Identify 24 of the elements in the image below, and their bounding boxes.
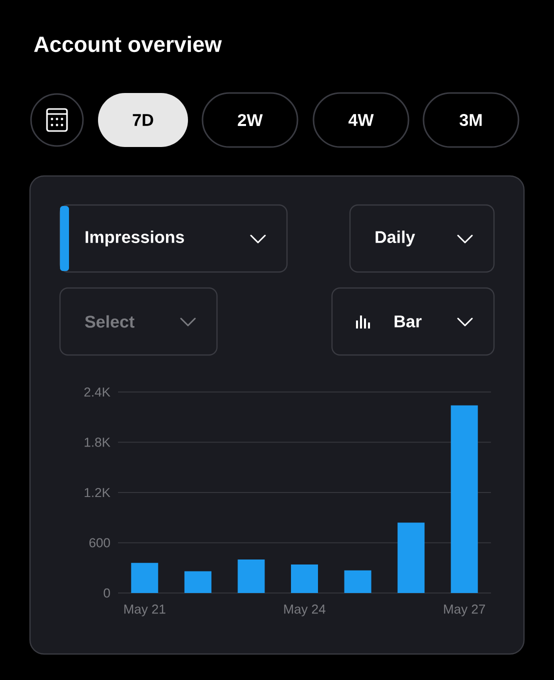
text: Daily [376,230,416,246]
y-tick-label: 1.2K [84,488,110,498]
bar [184,571,212,593]
bar [344,570,372,593]
bar [238,560,265,593]
text: 7D [132,114,154,126]
chart-title: Account overview [34,36,222,52]
text: Select [85,315,134,328]
text: 2W [238,114,263,126]
text: Bar [394,316,422,328]
x-tick-label: May 27 [444,604,485,616]
y-tick-label: 0 [104,588,110,598]
y-tick-label: 600 [89,538,110,548]
y-tick-label: 1.8K [84,438,110,447]
bar [131,562,158,593]
bar [290,564,318,593]
x-tick-label: May 21 [124,604,166,616]
x-tick-label: May 24 [284,604,326,616]
y-tick-label: 2.4K [84,387,110,397]
bar [450,405,478,593]
text: Impressions [86,230,184,246]
bar [398,522,425,593]
text: 4W [348,114,374,126]
text: 3M [460,114,482,126]
